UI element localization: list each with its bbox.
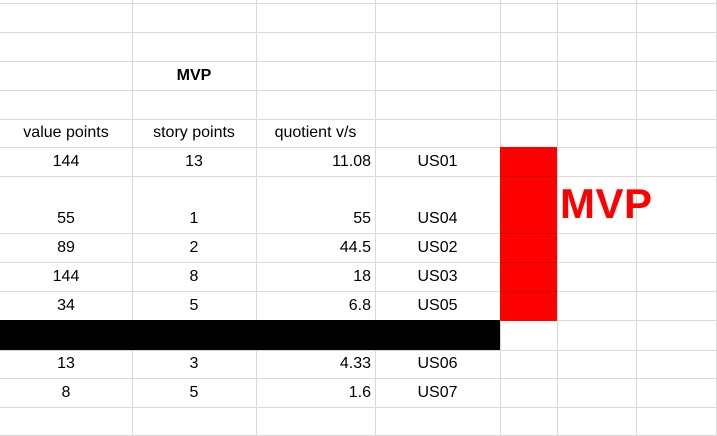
mvp-title-cell[interactable]: MVP bbox=[176, 66, 212, 84]
grid-col-line bbox=[132, 0, 133, 436]
header-story-points[interactable]: story points bbox=[153, 124, 235, 141]
cell-value-points[interactable]: 34 bbox=[57, 296, 75, 314]
cell-story-id[interactable]: US01 bbox=[417, 152, 458, 170]
header-value-points[interactable]: value points bbox=[23, 124, 109, 141]
cell-value-points[interactable]: 8 bbox=[61, 383, 71, 401]
grid-row-line bbox=[0, 119, 717, 120]
grid-row-line bbox=[0, 3, 717, 4]
cell-story-id[interactable]: US04 bbox=[417, 209, 458, 227]
cell-story-id[interactable]: US03 bbox=[417, 267, 458, 285]
cell-story-points[interactable]: 8 bbox=[189, 267, 199, 285]
grid-col-line bbox=[636, 0, 637, 436]
cell-value-points[interactable]: 89 bbox=[57, 238, 75, 256]
highlight-cell-divider bbox=[500, 262, 557, 263]
cell-story-points[interactable]: 1 bbox=[189, 209, 199, 227]
cell-quotient[interactable]: 44.5 bbox=[339, 238, 371, 256]
cell-quotient[interactable]: 4.33 bbox=[339, 355, 371, 372]
grid-col-line bbox=[375, 0, 376, 436]
cell-story-points[interactable]: 5 bbox=[189, 383, 199, 401]
cell-quotient[interactable]: 6.8 bbox=[348, 296, 371, 314]
highlight-cell-divider bbox=[500, 233, 557, 234]
cell-value-points[interactable]: 13 bbox=[57, 355, 75, 372]
cell-story-id[interactable]: US07 bbox=[417, 383, 458, 401]
cell-quotient[interactable]: 18 bbox=[353, 267, 371, 285]
mvp-highlight-block[interactable] bbox=[500, 147, 557, 321]
grid-row-line bbox=[0, 262, 717, 263]
grid-row-line bbox=[0, 176, 717, 177]
cell-value-points[interactable]: 144 bbox=[52, 267, 80, 285]
grid-row-line bbox=[0, 378, 717, 379]
mvp-label[interactable]: MVP bbox=[560, 180, 653, 227]
cell-story-id[interactable]: US05 bbox=[417, 296, 458, 314]
cell-value-points[interactable]: 144 bbox=[52, 152, 80, 170]
mvp-cutoff-divider[interactable] bbox=[0, 320, 500, 350]
cell-quotient[interactable]: 11.08 bbox=[332, 152, 371, 170]
grid-col-line bbox=[256, 0, 257, 436]
grid-col-line bbox=[557, 0, 558, 436]
grid-row-line bbox=[0, 147, 717, 148]
cell-quotient[interactable]: 55 bbox=[353, 209, 371, 227]
cell-story-points[interactable]: 3 bbox=[189, 355, 199, 372]
cell-quotient[interactable]: 1.6 bbox=[348, 383, 371, 401]
cell-story-id[interactable]: US02 bbox=[417, 238, 458, 256]
cell-story-points[interactable]: 2 bbox=[189, 238, 199, 256]
cell-story-id[interactable]: US06 bbox=[417, 355, 458, 372]
highlight-cell-divider bbox=[500, 176, 557, 177]
grid-row-line bbox=[0, 61, 717, 62]
highlight-cell-divider bbox=[500, 291, 557, 292]
header-quotient[interactable]: quotient v/s bbox=[274, 124, 357, 141]
cell-story-points[interactable]: 13 bbox=[185, 152, 203, 170]
grid-row-line bbox=[0, 291, 717, 292]
grid-row-line bbox=[0, 90, 717, 91]
grid-row-line bbox=[0, 407, 717, 408]
grid-row-line bbox=[0, 32, 717, 33]
cell-value-points[interactable]: 55 bbox=[57, 209, 75, 227]
grid-row-line bbox=[0, 350, 717, 351]
grid-row-line bbox=[0, 233, 717, 234]
cell-story-points[interactable]: 5 bbox=[189, 296, 199, 314]
